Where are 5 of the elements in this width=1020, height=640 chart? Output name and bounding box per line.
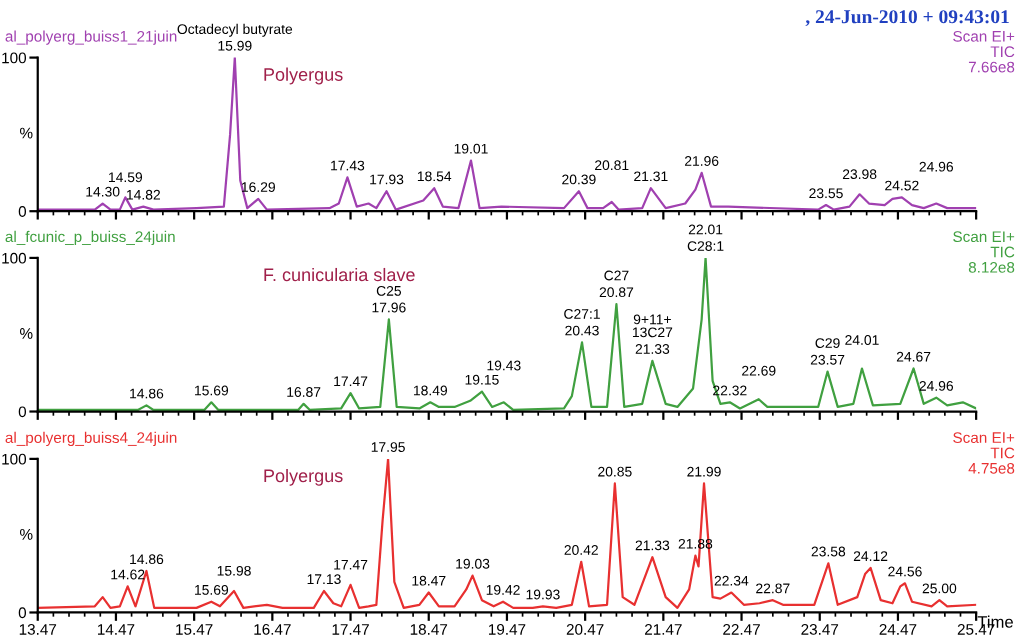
annotation: Polyergus [264,468,343,486]
annotation: F. cunicularia slave [264,267,415,282]
x-axis-title: Time [977,615,1013,628]
annotation: Polyergus [264,67,343,85]
chart-title: , 24-Jun-2010 + 09:43:01 [805,10,1009,27]
